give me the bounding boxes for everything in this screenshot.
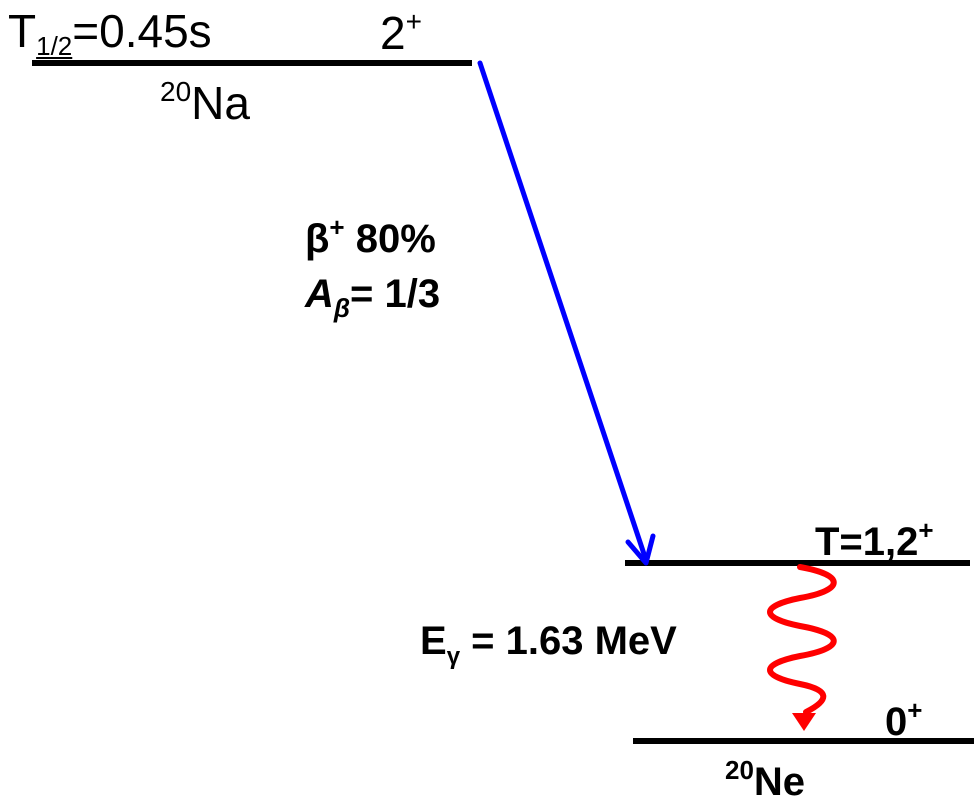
ground-spin-label: 0+ [885, 695, 923, 744]
parent-halflife-label: T1/2=0.45s [8, 5, 212, 61]
gamma-energy-label: Eγ = 1.63 MeV [420, 619, 677, 670]
parent-spin-label: 2+ [380, 6, 422, 59]
beta-branching-label: β+ 80% [305, 212, 436, 261]
gamma-transition-arrow [767, 564, 837, 731]
beta-decay-arrow [477, 60, 656, 566]
excited-level-label: T=1,2+ [815, 515, 934, 564]
beta-asymmetry-label: Aβ= 1/3 [305, 272, 441, 323]
daughter-nucleus-label: 20Ne [725, 755, 806, 804]
parent-nucleus-label: 20Na [160, 76, 250, 129]
